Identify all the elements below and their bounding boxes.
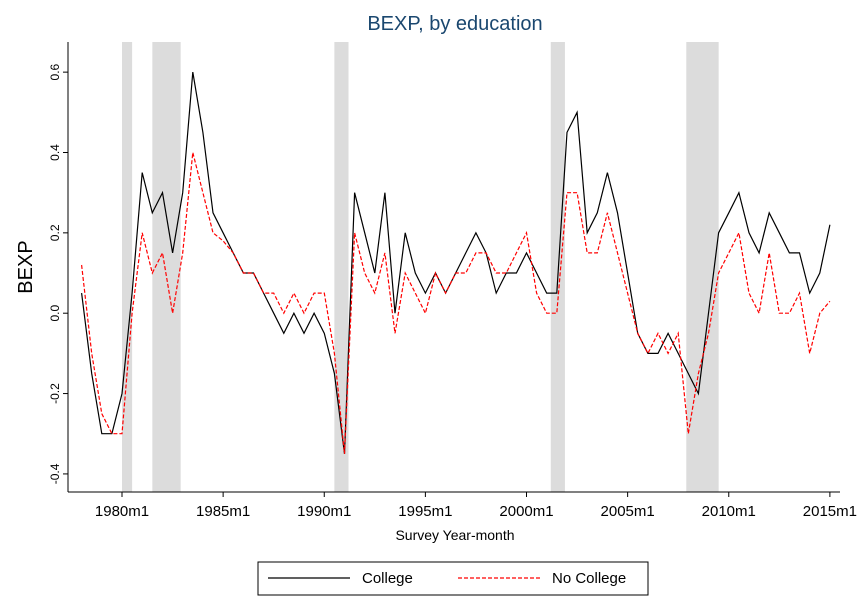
y-tick-label: 0.6 — [48, 63, 62, 80]
chart-title: BEXP, by education — [367, 13, 542, 35]
x-tick-label: 2000m1 — [499, 503, 553, 520]
x-tick-label: 1985m1 — [196, 503, 250, 520]
x-tick-label: 1990m1 — [297, 503, 351, 520]
y-axis-label: BEXP — [15, 240, 37, 293]
x-tick-label: 1995m1 — [398, 503, 452, 520]
legend-label: No College — [552, 570, 626, 587]
x-tick-label: 2010m1 — [702, 503, 756, 520]
y-tick-label: -0.2 — [48, 383, 62, 404]
y-tick-label: -0.4 — [48, 463, 62, 484]
x-tick-label: 1980m1 — [95, 503, 149, 520]
y-tick-label: 0.0 — [48, 305, 62, 322]
y-tick-label: 0.4 — [48, 144, 62, 161]
series-line — [81, 152, 831, 454]
legend-label: College — [362, 570, 413, 587]
recession-band — [152, 42, 181, 492]
recession-band — [334, 42, 349, 492]
recession-band — [122, 42, 133, 492]
x-tick-label: 2005m1 — [601, 503, 655, 520]
y-tick-label: 0.2 — [48, 224, 62, 241]
recession-band — [686, 42, 719, 492]
x-tick-label: 2015m1 — [803, 503, 857, 520]
x-axis-label: Survey Year-month — [395, 527, 514, 543]
